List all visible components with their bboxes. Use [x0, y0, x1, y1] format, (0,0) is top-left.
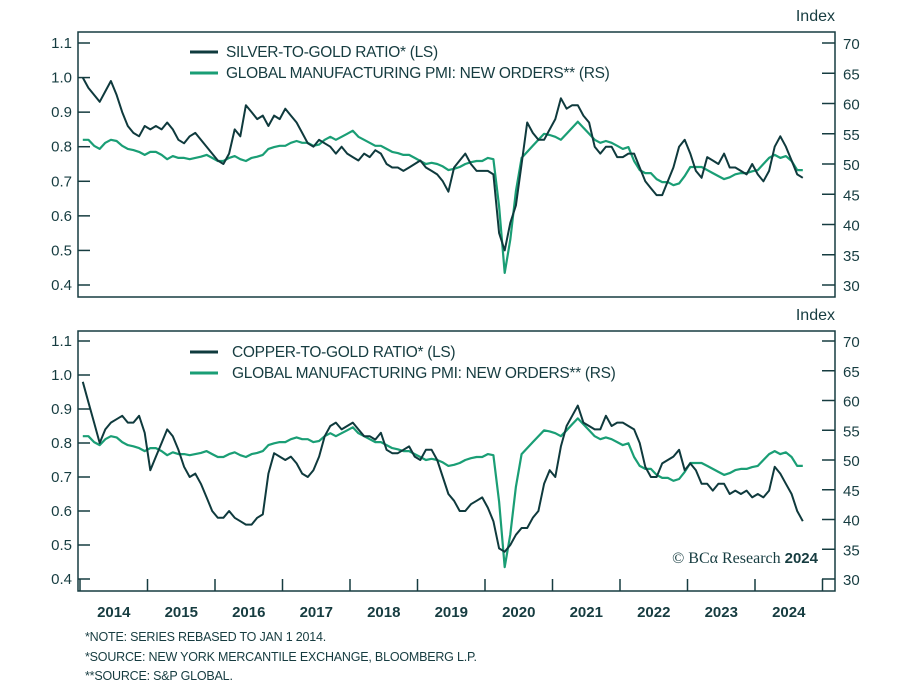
x-axis-tick-label: 2014: [97, 604, 131, 621]
ratio-series-line: [81, 77, 804, 252]
left-axis-tick-label: 0.5: [51, 242, 72, 259]
x-axis-tick-label: 2022: [637, 604, 670, 621]
x-axis-tick-label: 2021: [570, 604, 603, 621]
right-axis-tick-label: 40: [843, 218, 860, 235]
right-axis-tick-label: 40: [843, 513, 860, 530]
right-axis-tick-label: 65: [843, 66, 860, 83]
left-axis-tick-label: 1.0: [51, 70, 72, 87]
x-axis-tick-label: 2017: [300, 604, 333, 621]
legend-label-pmi: GLOBAL MANUFACTURING PMI: NEW ORDERS** (…: [226, 65, 610, 82]
right-axis-tick-label: 60: [843, 394, 860, 411]
x-axis-tick-label: 2024: [772, 604, 806, 621]
left-axis-tick-label: 0.4: [51, 571, 72, 588]
ratio-series-line: [81, 381, 804, 553]
right-axis-tick-label: 30: [843, 278, 860, 295]
x-axis-tick-label: 2020: [502, 604, 535, 621]
right-axis-tick-label: 55: [843, 127, 860, 144]
footnote-source-pmi: **SOURCE: S&P GLOBAL.: [85, 669, 233, 683]
right-axis-unit: Index: [796, 8, 835, 25]
left-axis-tick-label: 1.0: [51, 367, 72, 384]
footnote-rebased: *NOTE: SERIES REBASED TO JAN 1 2014.: [85, 630, 326, 644]
footnotes: *NOTE: SERIES REBASED TO JAN 1 2014. *SO…: [85, 630, 477, 683]
copyright-mark: © BCα Research 2024: [672, 550, 819, 567]
x-axis-tick-label: 2023: [705, 604, 738, 621]
x-axis-tick-label: 2019: [435, 604, 468, 621]
right-axis-tick-label: 35: [843, 248, 860, 265]
left-axis-tick-label: 0.5: [51, 537, 72, 554]
footnote-source-ratios: *SOURCE: NEW YORK MERCANTILE EXCHANGE, B…: [85, 650, 477, 664]
left-axis-tick-label: 1.1: [51, 35, 72, 52]
x-axis-tick-label: 2016: [232, 604, 265, 621]
right-axis-tick-label: 35: [843, 542, 860, 559]
left-axis-tick-label: 0.9: [51, 104, 72, 121]
right-axis-tick-label: 45: [843, 187, 860, 204]
right-axis-unit: Index: [796, 307, 835, 324]
left-axis-tick-label: 0.9: [51, 401, 72, 418]
right-axis-tick-label: 30: [843, 572, 860, 589]
right-axis-tick-label: 50: [843, 157, 860, 174]
legend-label-ratio: SILVER-TO-GOLD RATIO* (LS): [226, 44, 438, 61]
right-axis-tick-label: 65: [843, 364, 860, 381]
left-axis-tick-label: 0.6: [51, 208, 72, 225]
legend-label-ratio: COPPER-TO-GOLD RATIO* (LS): [232, 344, 455, 361]
left-axis-tick-label: 0.7: [51, 173, 72, 190]
left-axis-tick-label: 0.7: [51, 469, 72, 486]
copper-gold-panel: Index COPPER-TO-GOLD RATIO* (LS) GLOBAL …: [51, 307, 860, 621]
silver-gold-panel: Index SILVER-TO-GOLD RATIO* (LS) GLOBAL …: [51, 8, 860, 298]
left-axis-tick-label: 0.8: [51, 139, 72, 156]
left-axis-tick-label: 0.8: [51, 435, 72, 452]
pmi-series-line: [82, 120, 803, 274]
left-axis-tick-label: 1.1: [51, 333, 72, 350]
right-axis-tick-label: 45: [843, 483, 860, 500]
left-axis-tick-label: 0.6: [51, 503, 72, 520]
plot-frame: [77, 330, 836, 592]
x-axis-tick-label: 2018: [367, 604, 400, 621]
right-axis-tick-label: 70: [843, 36, 860, 53]
right-axis-tick-label: 55: [843, 423, 860, 440]
right-axis-tick-label: 60: [843, 97, 860, 114]
pmi-series-line: [82, 417, 803, 569]
x-axis-tick-label: 2015: [165, 604, 198, 621]
legend-label-pmi: GLOBAL MANUFACTURING PMI: NEW ORDERS** (…: [232, 365, 616, 382]
right-axis-tick-label: 50: [843, 453, 860, 470]
right-axis-tick-label: 70: [843, 334, 860, 351]
left-axis-tick-label: 0.4: [51, 277, 72, 294]
